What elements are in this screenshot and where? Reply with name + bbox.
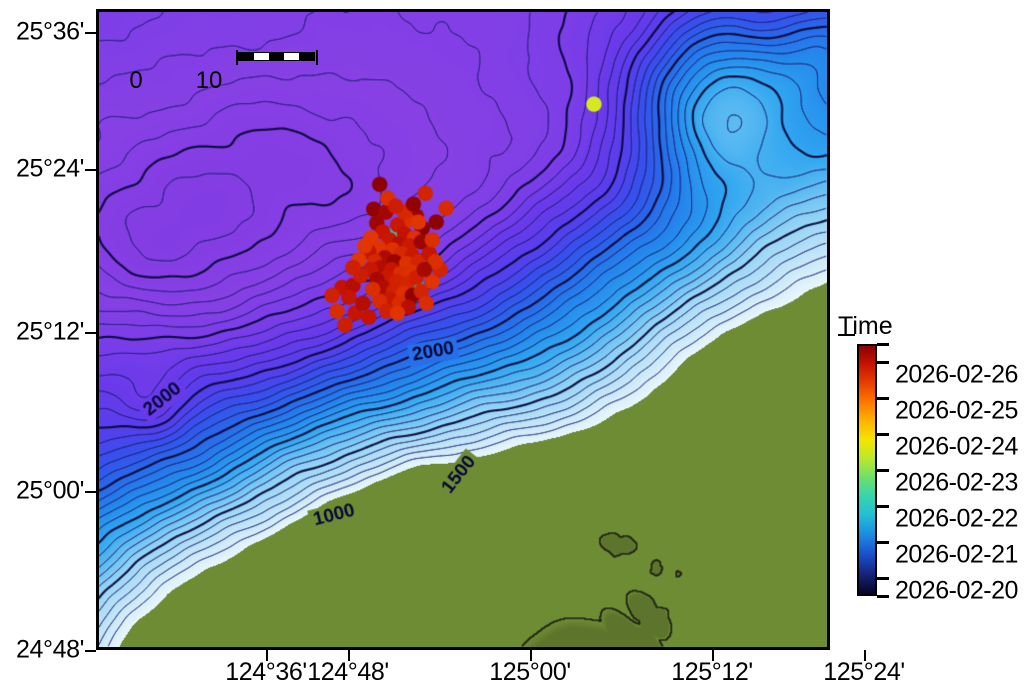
x-axis-tick-mark [530,650,532,661]
x-axis-tick-label: 124°48' [307,658,389,686]
colorbar-tick-label: 2026-02-22 [895,504,1018,533]
scalebar [238,52,315,61]
x-axis-tick-label: 125°00' [489,658,571,686]
colorbar-tick-label: 2026-02-23 [895,468,1018,497]
y-axis-ticks [85,9,97,652]
scalebar-label-10: 10 [195,67,223,94]
colorbar-tick-label: 2026-02-21 [895,540,1018,569]
x-axis-tick-label: 125°24' [823,658,905,686]
colorbar-tick-label: 2026-02-25 [895,396,1018,425]
colorbar-tick-mark [877,541,889,544]
scalebar-segment [239,53,254,60]
y-axis-tick-label: 25°36' [16,17,84,46]
scalebar-end-right [316,50,318,65]
colorbar-tick-mark [877,577,889,580]
scalebar-segment [299,53,314,60]
y-axis-tick-mark [85,332,96,334]
colorbar-tick-mark [877,397,889,400]
colorbar-gradient[interactable] [857,344,877,596]
y-axis-tick-label: 25°00' [16,476,84,505]
scalebar-segment [269,53,284,60]
x-axis-tick-label: 125°12' [671,658,753,686]
y-axis-tick-label: 24°48' [16,635,84,664]
bathymetry-map[interactable]: 0 10 [96,9,830,650]
y-axis-tick-label: 25°12' [16,317,84,346]
colorbar-tick-label: 2026-02-24 [895,432,1018,461]
bathymetry-canvas[interactable] [99,12,827,647]
y-axis-labels: 25°36' 25°24' 25°12' 25°00' 24°48' [0,0,84,697]
x-axis-ticks [96,650,866,664]
y-axis-tick-mark [85,169,96,171]
y-axis-tick-label: 25°24' [16,154,84,183]
scalebar-end-left [236,50,238,65]
x-axis-labels: 124°36' 124°48' 125°00' 125°12' 125°24' [0,658,1024,698]
colorbar-end-tick [877,343,889,346]
y-axis-tick-mark [85,491,96,493]
scalebar-end-ticks [231,50,323,66]
y-axis-tick-mark [85,32,96,34]
colorbar-title: Time [838,312,893,340]
x-axis-tick-mark [712,650,714,661]
x-axis-tick-mark [864,650,866,661]
colorbar-tick-label: 2026-02-26 [895,360,1018,389]
x-axis-tick-mark [266,650,268,661]
colorbar-tick-mark [877,433,889,436]
colorbar-legend[interactable]: Time 2026-02-26 2026-02-25 2026-02-24 2026-… [838,312,1024,605]
colorbar-title-tick [838,334,855,336]
scalebar-segment [254,53,269,60]
y-axis-tick-mark [85,650,96,652]
colorbar-end-tick [877,595,889,598]
colorbar-tick-mark [877,361,889,364]
scalebar-label-0: 0 [129,67,143,94]
colorbar-tick-label: 2026-02-20 [895,576,1018,605]
x-axis-tick-label: 124°36' [225,658,307,686]
colorbar-tick-mark [877,469,889,472]
colorbar-tick-mark [877,505,889,508]
scalebar-segment [284,53,299,60]
x-axis-tick-mark [348,650,350,661]
